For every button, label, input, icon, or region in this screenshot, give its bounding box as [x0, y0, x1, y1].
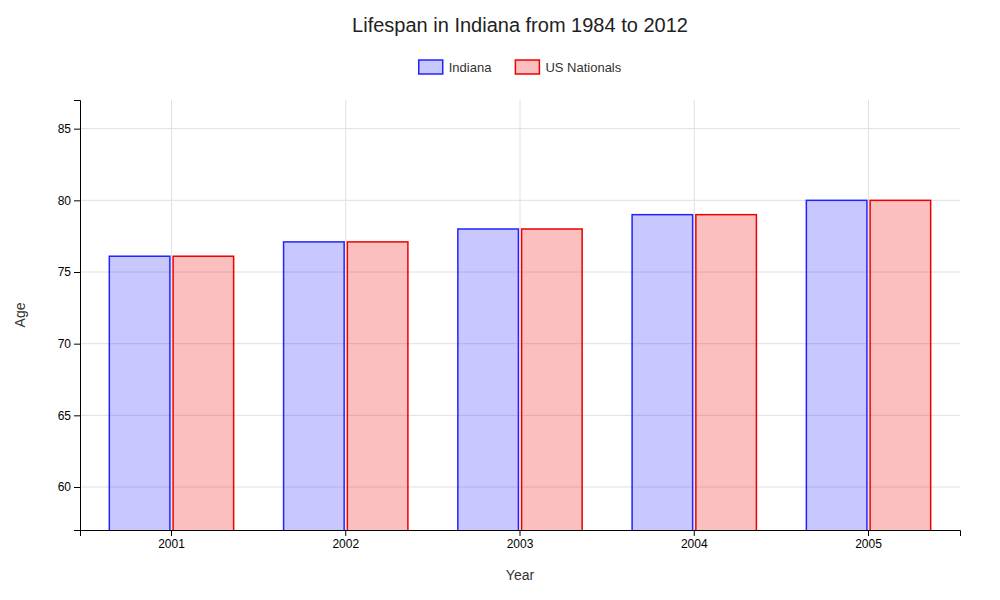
chart-container: 2001 2002 2003 2004 2005 60 65 70 75 80 85 Year Age L…: [0, 0, 1000, 600]
title: Lifespan in Indiana from 1984 to 2012: [352, 14, 688, 36]
tick-mark: [868, 530, 869, 536]
tick: 85: [58, 122, 80, 136]
legend: Indiana US Nationals: [419, 60, 622, 75]
tick-label: 85: [58, 122, 72, 136]
bar: [458, 229, 519, 530]
tick-label: 2004: [681, 537, 708, 551]
tick: 2004: [681, 530, 708, 551]
tick-mark: [74, 129, 80, 130]
tick-label: 2001: [158, 537, 185, 551]
axis-line: [81, 531, 961, 537]
bar: [696, 215, 757, 530]
tick-mark: [74, 487, 80, 488]
legend-item: US Nationals: [515, 60, 621, 75]
legend-item: Indiana: [419, 60, 492, 75]
bar-series: [109, 200, 867, 530]
legend-label: US Nationals: [545, 60, 621, 75]
tick-mark: [171, 530, 172, 536]
bar: [522, 229, 583, 530]
tick-label: 2005: [855, 537, 882, 551]
tick: 60: [58, 480, 80, 494]
tick: 2003: [507, 530, 534, 551]
tick-label: 80: [58, 194, 72, 208]
tick-label: 2003: [507, 537, 534, 551]
tick: 65: [58, 409, 80, 423]
plot-area: 2001 2002 2003 2004 2005 60 65 70 75 80 85: [58, 100, 961, 600]
chart-svg: 2001 2002 2003 2004 2005 60 65 70 75 80 85 Year Age L…: [0, 0, 1000, 600]
tick: 70: [58, 337, 80, 351]
tick-label: 65: [58, 409, 72, 423]
tick-mark: [520, 530, 521, 536]
tick-mark: [74, 200, 80, 201]
grid-line: [694, 100, 695, 530]
bar: [870, 200, 931, 530]
grid-line: [520, 100, 521, 530]
bar: [806, 200, 867, 530]
grid-line: [345, 100, 346, 530]
tick-label: 60: [58, 480, 72, 494]
legend-swatch: [515, 60, 539, 74]
bars: [109, 200, 930, 530]
tick-mark: [74, 415, 80, 416]
bar: [632, 215, 693, 530]
bar: [109, 256, 170, 530]
y-axis: 60 65 70 75 80 85: [58, 101, 81, 531]
tick: 80: [58, 194, 80, 208]
tick: 2002: [332, 530, 359, 551]
bar-series: [173, 200, 931, 530]
grid-line: [171, 100, 172, 530]
tick: 2001: [158, 530, 185, 551]
tick-label: 75: [58, 265, 72, 279]
y-axis-title: Age: [12, 302, 28, 327]
tick: 2005: [855, 530, 882, 551]
legend-label: Indiana: [449, 60, 492, 75]
grid-line: [868, 100, 869, 530]
bar: [173, 256, 234, 530]
tick-mark: [694, 530, 695, 536]
tick-label: 70: [58, 337, 72, 351]
x-axis: 2001 2002 2003 2004 2005: [81, 530, 961, 551]
bar: [284, 242, 345, 530]
bar: [347, 242, 408, 530]
tick: 75: [58, 265, 80, 279]
tick-mark: [74, 272, 80, 273]
legend-swatch: [419, 60, 443, 74]
tick-mark: [345, 530, 346, 536]
axis-line: [74, 101, 81, 531]
x-axis-title: Year: [506, 567, 535, 583]
tick-label: 2002: [332, 537, 359, 551]
tick-mark: [74, 344, 80, 345]
